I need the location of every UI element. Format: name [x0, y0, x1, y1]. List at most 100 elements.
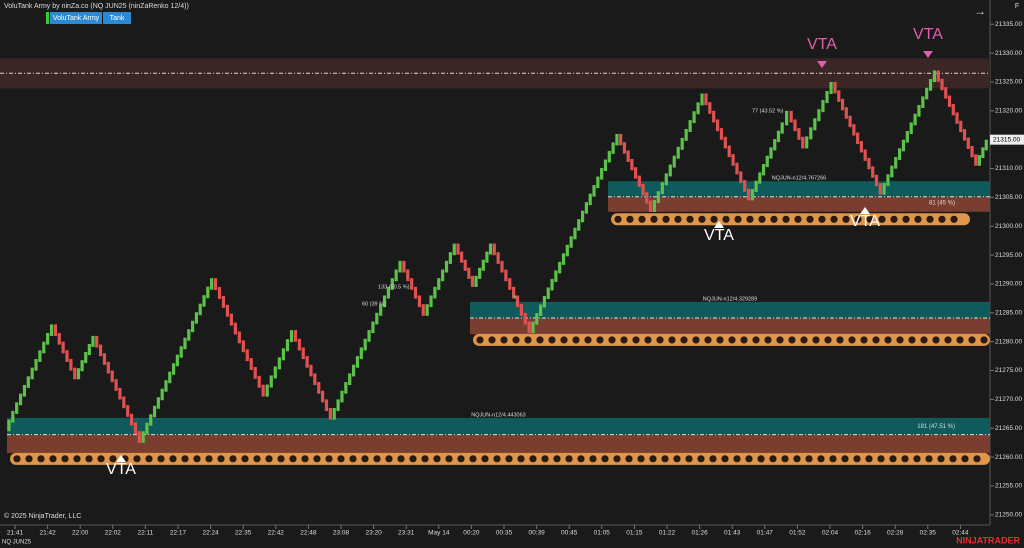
dot — [661, 455, 669, 463]
dot — [938, 215, 946, 223]
brick — [328, 408, 332, 420]
renko-leg — [293, 330, 332, 420]
dot — [241, 455, 249, 463]
brick — [348, 373, 352, 386]
brick — [905, 131, 909, 143]
brick — [30, 367, 34, 380]
vta-arrow — [714, 221, 724, 228]
brick — [817, 109, 821, 122]
dot — [644, 336, 652, 344]
dot — [553, 455, 561, 463]
dot — [733, 455, 741, 463]
dot — [584, 336, 592, 344]
zone-volume — [7, 417, 990, 435]
brick — [519, 304, 523, 316]
brick — [433, 286, 437, 299]
brick — [600, 168, 604, 180]
dot — [457, 455, 465, 463]
dot — [877, 455, 885, 463]
brick — [340, 390, 344, 403]
brick — [664, 173, 668, 186]
dot — [397, 455, 405, 463]
dot — [668, 336, 676, 344]
copyright: © 2025 NinjaTrader, LLC — [4, 512, 81, 520]
dot — [73, 455, 81, 463]
dot — [433, 455, 441, 463]
dot — [865, 455, 873, 463]
brick — [261, 384, 265, 397]
brick — [569, 236, 573, 248]
dot — [421, 455, 429, 463]
dot — [13, 455, 21, 463]
button[interactable] — [103, 12, 131, 24]
y-tick-label: 21285.00 — [995, 310, 1022, 317]
brick — [49, 324, 54, 337]
dot — [476, 336, 484, 344]
brick — [700, 93, 704, 106]
x-tick-label: 22:48 — [300, 530, 317, 537]
button-label[interactable]: VoluTank Army — [53, 15, 100, 22]
renko-leg — [492, 243, 516, 299]
dot — [746, 215, 754, 223]
brick — [656, 191, 660, 204]
brick — [217, 287, 222, 299]
dot — [445, 455, 453, 463]
brick — [22, 384, 27, 397]
brick — [289, 330, 294, 343]
brick — [421, 304, 425, 316]
dot — [926, 215, 934, 223]
brick — [332, 408, 336, 420]
x-tick-label: 01:15 — [626, 530, 643, 537]
brick — [977, 155, 981, 166]
brick — [672, 155, 676, 168]
button[interactable] — [50, 12, 102, 24]
x-tick-label: 22:24 — [202, 530, 219, 537]
brick — [780, 122, 784, 134]
brick — [281, 348, 286, 361]
brick — [607, 150, 611, 163]
brick — [970, 145, 974, 158]
dot — [608, 336, 616, 344]
brick — [448, 252, 452, 264]
dot — [914, 215, 922, 223]
renko-leg — [95, 335, 141, 443]
brick — [878, 183, 882, 195]
brick — [765, 155, 769, 168]
dot — [169, 455, 177, 463]
brick — [829, 81, 833, 95]
brick — [630, 158, 634, 171]
renko-leg — [882, 70, 937, 195]
brick — [668, 164, 672, 177]
brick — [145, 422, 149, 435]
corner-label[interactable]: F — [1015, 3, 1019, 10]
y-tick-label: 21275.00 — [995, 367, 1022, 374]
brick — [527, 321, 531, 334]
brick — [523, 312, 527, 325]
renko-leg — [652, 93, 704, 212]
brick — [110, 370, 114, 383]
brick — [375, 312, 379, 325]
dot — [560, 336, 568, 344]
dot — [793, 455, 801, 463]
brick — [441, 269, 445, 282]
brick — [754, 180, 758, 193]
x-tick-label: 22:17 — [170, 530, 187, 537]
brick — [676, 146, 680, 159]
brick — [793, 119, 797, 132]
button-label[interactable]: Tank — [110, 15, 125, 22]
brick — [809, 127, 813, 140]
brick — [367, 330, 371, 342]
dot — [673, 455, 681, 463]
brick — [152, 405, 157, 418]
brick — [141, 431, 145, 443]
brick — [546, 287, 550, 299]
arrow-icon[interactable]: → — [974, 4, 986, 18]
dot — [409, 455, 417, 463]
brick — [652, 200, 656, 212]
dot — [157, 455, 165, 463]
renko-leg — [936, 70, 978, 166]
button-marker — [46, 12, 49, 24]
brick — [73, 367, 77, 380]
brick — [313, 373, 317, 386]
brick — [98, 344, 103, 357]
